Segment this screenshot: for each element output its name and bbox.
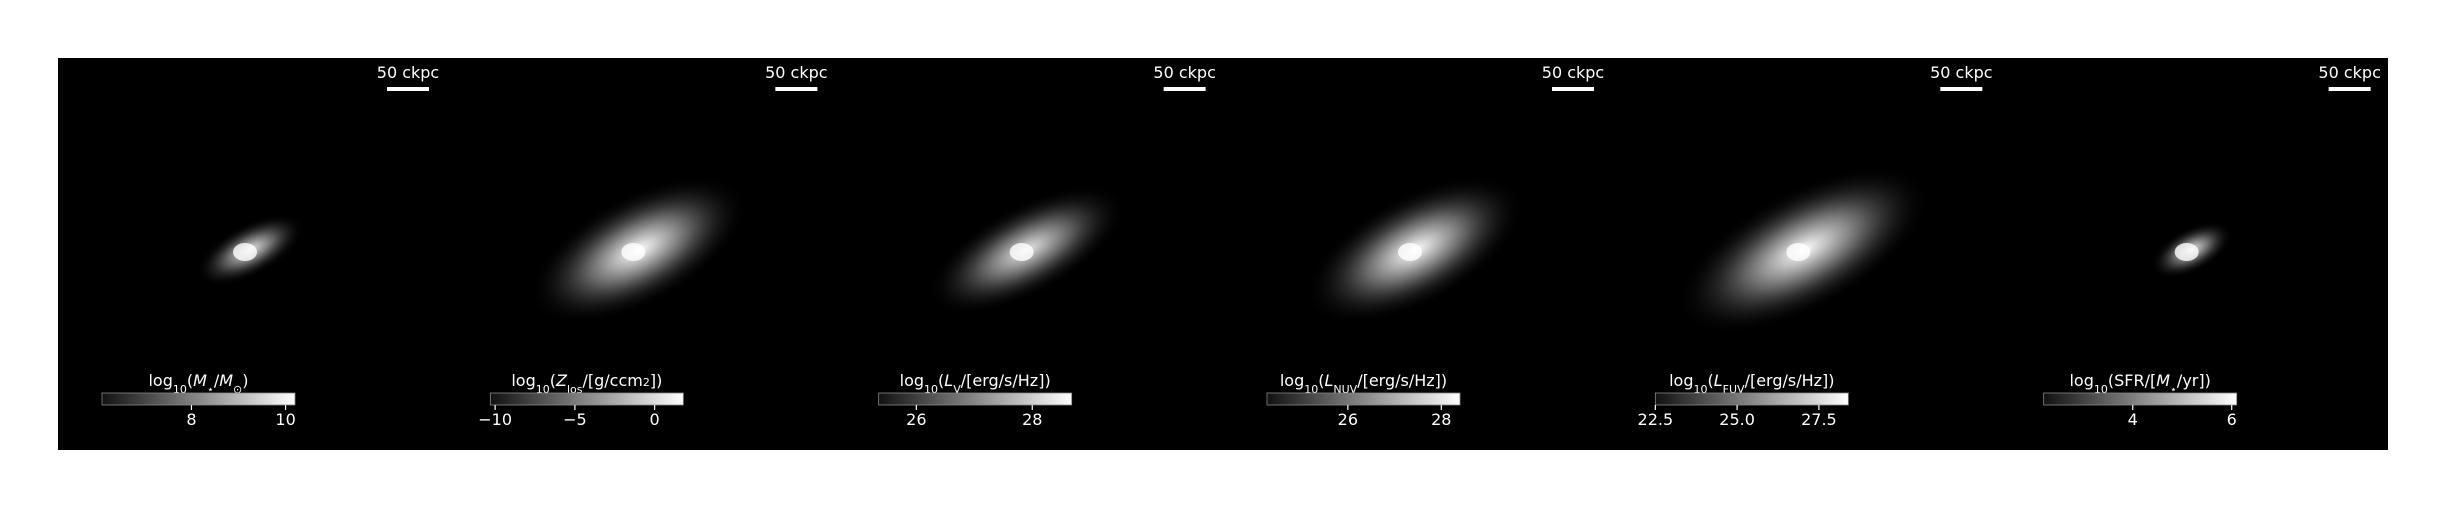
label-segment: log (2069, 371, 2093, 390)
label-segment: ) (242, 371, 248, 390)
galaxy-core (1786, 243, 1811, 261)
label-segment: ( (938, 371, 944, 390)
colorbar-tick-label: 0 (650, 410, 660, 429)
colorbar (1266, 392, 1461, 406)
label-segment: 10 (1304, 383, 1318, 396)
label-segment: 10 (924, 383, 938, 396)
colorbar-tick-label: 27.5 (1801, 410, 1837, 429)
colorbar (1654, 392, 1849, 406)
colorbar-label: log10(LFUV/[erg/s/Hz]) (1669, 371, 1834, 396)
galaxy-core (1398, 243, 1422, 261)
label-segment: L (1324, 371, 1333, 390)
label-segment: ( (1318, 371, 1324, 390)
colorbar-label: log10(M⋆/M⊙) (148, 371, 248, 396)
colorbar-tick-label: −10 (478, 410, 512, 429)
scale-label: 50 ckpc (1542, 63, 1604, 82)
label-segment: ⋆ (2170, 383, 2177, 396)
label-segment: /yr]) (2177, 371, 2211, 390)
label-segment: M (219, 371, 233, 390)
colorbar-tick-label: 6 (2227, 410, 2237, 429)
colorbar-label: log10(Zlos/[g/ccm2]) (511, 371, 662, 396)
colorbar-label: log10(LNUV/[erg/s/Hz]) (1280, 371, 1447, 396)
colorbar-tick-label: 26 (906, 410, 926, 429)
colorbar (489, 392, 684, 406)
galaxy-core (2174, 243, 2199, 261)
label-segment: L (1714, 371, 1723, 390)
image-background (58, 58, 2388, 450)
scale-bar (1940, 87, 1983, 91)
label-segment: 10 (1694, 383, 1708, 396)
colorbar-tick-label: 22.5 (1638, 410, 1674, 429)
scale-bar (387, 87, 429, 91)
label-segment: log (1669, 371, 1693, 390)
colorbar (101, 392, 296, 406)
label-segment: ⋆ (207, 383, 214, 396)
scale-bar (775, 87, 818, 91)
galaxy-core (1009, 243, 1034, 261)
colorbar (878, 392, 1073, 406)
label-segment: NUV (1333, 383, 1357, 396)
label-segment: L (944, 371, 953, 390)
label-segment: los (567, 383, 583, 396)
galaxy-core (233, 243, 257, 261)
label-segment: ( (187, 371, 193, 390)
colorbar-tick-label: 25.0 (1719, 410, 1755, 429)
label-segment: FUV (1723, 383, 1745, 396)
colorbar (2043, 392, 2238, 406)
label-segment: ]) (650, 371, 662, 390)
label-segment: (SFR/[ (2108, 371, 2156, 390)
colorbar-tick-label: 10 (275, 410, 295, 429)
label-segment: 10 (536, 383, 550, 396)
colorbar-label: log10(SFR/[M⋆/yr]) (2069, 371, 2210, 396)
label-segment: M (2156, 371, 2170, 390)
label-segment: M (193, 371, 207, 390)
label-segment: /[erg/s/Hz]) (1745, 371, 1835, 390)
label-segment: 2 (643, 376, 650, 389)
label-segment: log (511, 371, 535, 390)
colorbar-tick-label: 26 (1338, 410, 1358, 429)
label-segment: ( (1708, 371, 1714, 390)
scale-label: 50 ckpc (1930, 63, 1992, 82)
label-segment: / (214, 371, 220, 390)
label-segment: ⊙ (233, 383, 242, 396)
scale-label: 50 ckpc (2318, 63, 2380, 82)
scale-bar (1163, 87, 1206, 91)
scale-bar (1552, 87, 1594, 91)
label-segment: V (953, 383, 961, 396)
galaxy-core (621, 243, 646, 261)
scale-label: 50 ckpc (377, 63, 439, 82)
scale-bar (2328, 87, 2371, 91)
scale-label: 50 ckpc (765, 63, 827, 82)
label-segment: 10 (2094, 383, 2108, 396)
label-segment: /[erg/s/Hz]) (961, 371, 1051, 390)
label-segment: Z (555, 371, 568, 390)
label-segment: log (900, 371, 924, 390)
colorbar-tick-label: 28 (1022, 410, 1042, 429)
label-segment: 10 (173, 383, 187, 396)
colorbar-tick-label: −5 (563, 410, 587, 429)
colorbar-tick-label: 28 (1431, 410, 1451, 429)
label-segment: /[g/ccm (582, 371, 642, 390)
colorbar-tick-label: 8 (186, 410, 196, 429)
label-segment: log (148, 371, 172, 390)
label-segment: log (1280, 371, 1304, 390)
colorbar-tick-label: 4 (2128, 410, 2138, 429)
label-segment: /[erg/s/Hz]) (1357, 371, 1447, 390)
scale-label: 50 ckpc (1153, 63, 1215, 82)
colorbar-label: log10(LV/[erg/s/Hz]) (900, 371, 1051, 396)
label-segment: ( (550, 371, 556, 390)
